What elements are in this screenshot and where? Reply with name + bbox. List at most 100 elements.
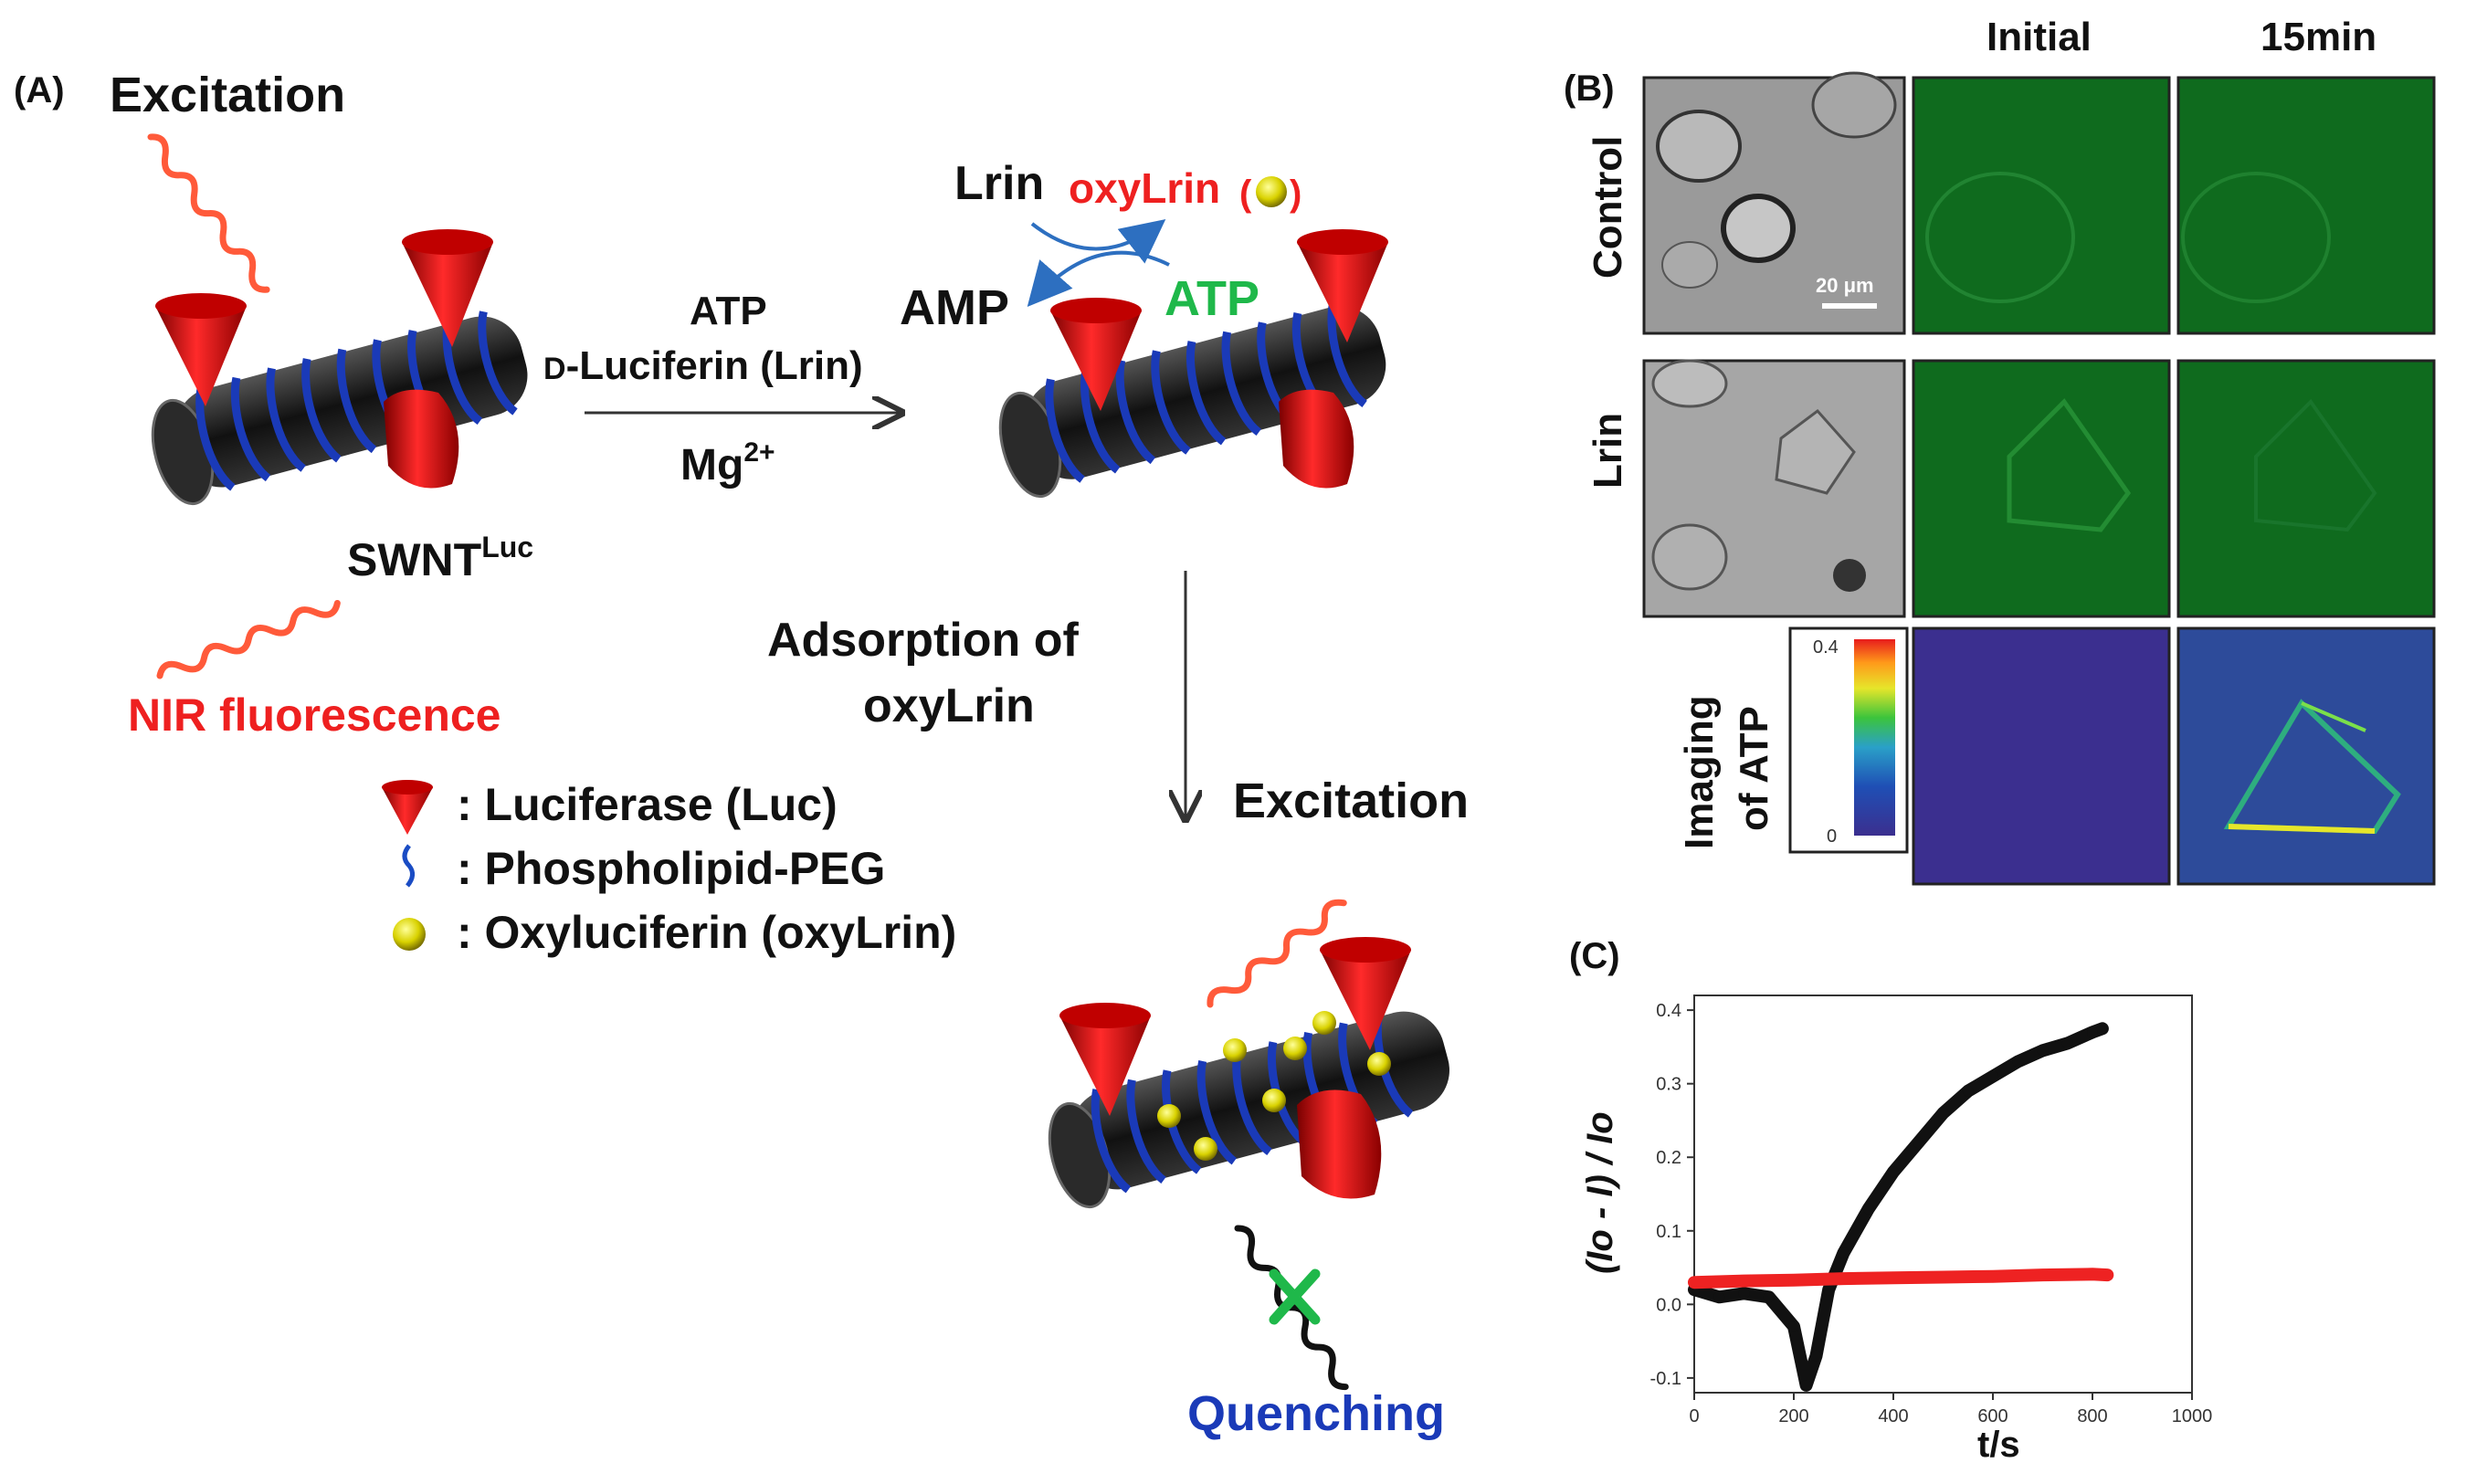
- adsorption-label-line1: Adsorption of: [767, 614, 1080, 667]
- reaction-luciferin-label: D-Luciferin (Lrin): [543, 343, 863, 388]
- series-1-point-5: [1937, 1271, 1949, 1283]
- legend-phospholipid: : Phospholipid-PEG: [457, 843, 885, 894]
- excitation-wave-top: [147, 133, 270, 293]
- x-tick-label-3: 600: [1977, 1406, 2008, 1426]
- excitation-bottom-label: Excitation: [1233, 774, 1469, 828]
- y-axis-label: (Io - I) / Io: [1580, 1111, 1620, 1274]
- series-group: [1688, 1022, 2114, 1392]
- atp-response-chart: 0 200 400 600 800 1000 -0.1 0.0 0.1 0.2 0.3 0.4 t/…: [1580, 995, 2212, 1465]
- luciferase-icon-top: [382, 780, 433, 795]
- control-initial-image: [1912, 76, 2171, 335]
- series-1-point-1: [1738, 1275, 1750, 1287]
- y-tick-label-1: 0.0: [1656, 1295, 1681, 1315]
- cycle-lrin-label: Lrin: [954, 157, 1044, 210]
- y-tick-label-2: 0.1: [1656, 1222, 1681, 1242]
- lrin-15min-cell-outline: [2254, 398, 2377, 532]
- series-0-point-16: [2037, 1045, 2049, 1057]
- series-0-point-2: [1738, 1288, 1750, 1300]
- series-0-point-5: [1800, 1379, 1812, 1391]
- series-1-point-2: [1788, 1274, 1799, 1286]
- series-0-point-10: [1888, 1166, 1899, 1178]
- cycle-arrow-down: [1027, 250, 1170, 308]
- control-initial-cell-outline: [1925, 172, 2075, 303]
- oxyluciferin-icon: [393, 918, 426, 951]
- quench-cross-icon: [1269, 1268, 1321, 1325]
- series-0-point-3: [1763, 1291, 1775, 1303]
- x-tick-label-0: 0: [1689, 1406, 1699, 1426]
- swnt-luc-assembly: [151, 229, 528, 506]
- nir-fluorescence-label: NIR fluorescence: [128, 689, 501, 741]
- series-line-1: [1688, 1268, 2114, 1289]
- control-15min-image: [2176, 76, 2436, 335]
- colorbar-min-label: 0: [1827, 826, 1837, 847]
- lrin-initial-image: [1912, 359, 2171, 618]
- cycle-oxylrin-label: oxyLrin: [1069, 164, 1220, 212]
- x-tick-label-5: 1000: [2172, 1406, 2213, 1426]
- series-0-point-15: [2012, 1056, 2024, 1068]
- series-0-point-8: [1838, 1247, 1850, 1258]
- panel-b-label: (B): [1564, 68, 1615, 109]
- atp-15min-image: [2176, 626, 2436, 886]
- swnt-quenched-assembly: [1048, 937, 1449, 1209]
- series-0-point-4: [1788, 1321, 1799, 1332]
- series-1-point-0: [1689, 1277, 1700, 1289]
- y-axis: -0.1 0.0 0.1 0.2 0.3 0.4: [1650, 1001, 1694, 1389]
- series-0-point-6: [1810, 1350, 1822, 1362]
- series-1-point-6: [1987, 1270, 1998, 1282]
- y-tick-label-5: 0.4: [1656, 1001, 1681, 1021]
- series-0-point-12: [1937, 1107, 1949, 1119]
- series-1-point-7: [2037, 1269, 2049, 1281]
- oxylrin-cycle-icon: [1256, 176, 1287, 207]
- swnt-assembly-2: [998, 229, 1388, 499]
- swnt-luc-label: SWNTLuc: [347, 531, 533, 585]
- luciferase-icon: [382, 782, 433, 835]
- scale-bar-label: 20 μm: [1816, 274, 1874, 297]
- excitation-top-label: Excitation: [110, 68, 345, 122]
- row-imaging-label-line1: Imaging: [1677, 695, 1722, 849]
- lrin-15min-image: [2176, 359, 2436, 618]
- series-0-point-19: [2096, 1023, 2108, 1035]
- cycle-paren-open: (: [1239, 174, 1252, 214]
- quenching-label: Quenching: [1187, 1386, 1445, 1441]
- series-1-point-3: [1838, 1273, 1850, 1285]
- series-1-point-8: [2087, 1268, 2098, 1280]
- reaction-atp-label: ATP: [690, 289, 767, 333]
- row-lrin-label: Lrin: [1586, 413, 1630, 489]
- plot-area: [1693, 995, 2193, 1394]
- col-initial-label: Initial: [1986, 15, 2092, 59]
- y-tick-label-0: -0.1: [1650, 1369, 1681, 1389]
- series-0-point-14: [1987, 1070, 1998, 1082]
- phospholipid-icon: [402, 844, 415, 888]
- x-axis-label: t/s: [1977, 1425, 2020, 1465]
- series-0-point-17: [2061, 1037, 2073, 1049]
- x-tick-label-2: 400: [1878, 1406, 1908, 1426]
- series-0-point-18: [2087, 1026, 2098, 1038]
- cycle-arrow-up: [1030, 219, 1166, 264]
- col-15min-label: 15min: [2260, 15, 2376, 59]
- cycle-amp-label: AMP: [900, 280, 1009, 335]
- row-control-label: Control: [1586, 136, 1630, 279]
- cycle-paren-close: ): [1290, 174, 1302, 214]
- legend-luciferase: : Luciferase (Luc): [457, 779, 838, 830]
- nir-wave: [156, 599, 341, 679]
- series-0-point-7: [1823, 1284, 1835, 1296]
- series-line-0: [1688, 1022, 2109, 1392]
- x-tick-label-1: 200: [1778, 1406, 1808, 1426]
- adsorption-label-line2: oxyLrin: [863, 679, 1035, 732]
- x-tick-label-4: 800: [2077, 1406, 2107, 1426]
- legend-oxyluciferin: : Oxyluciferin (oxyLrin): [457, 907, 956, 958]
- brightfield-lrin-image: [1642, 359, 1906, 618]
- series-1-point-4: [1888, 1272, 1899, 1284]
- row-imaging-label-line2: of ATP: [1732, 706, 1776, 831]
- reaction-mg-label: Mg2+: [680, 437, 775, 489]
- control-15min-cell-outline: [2181, 172, 2331, 303]
- colorbar-max-label: 0.4: [1813, 637, 1839, 658]
- panel-a-label: (A): [14, 70, 65, 111]
- panel-c-label: (C): [1569, 936, 1620, 976]
- excitation-wave-bottom: [1207, 899, 1347, 1008]
- cycle-atp-label: ATP: [1164, 271, 1259, 326]
- series-1-point-9: [2102, 1269, 2113, 1281]
- x-axis: 0 200 400 600 800 1000: [1689, 1393, 2212, 1426]
- series-0-point-9: [1862, 1203, 1874, 1215]
